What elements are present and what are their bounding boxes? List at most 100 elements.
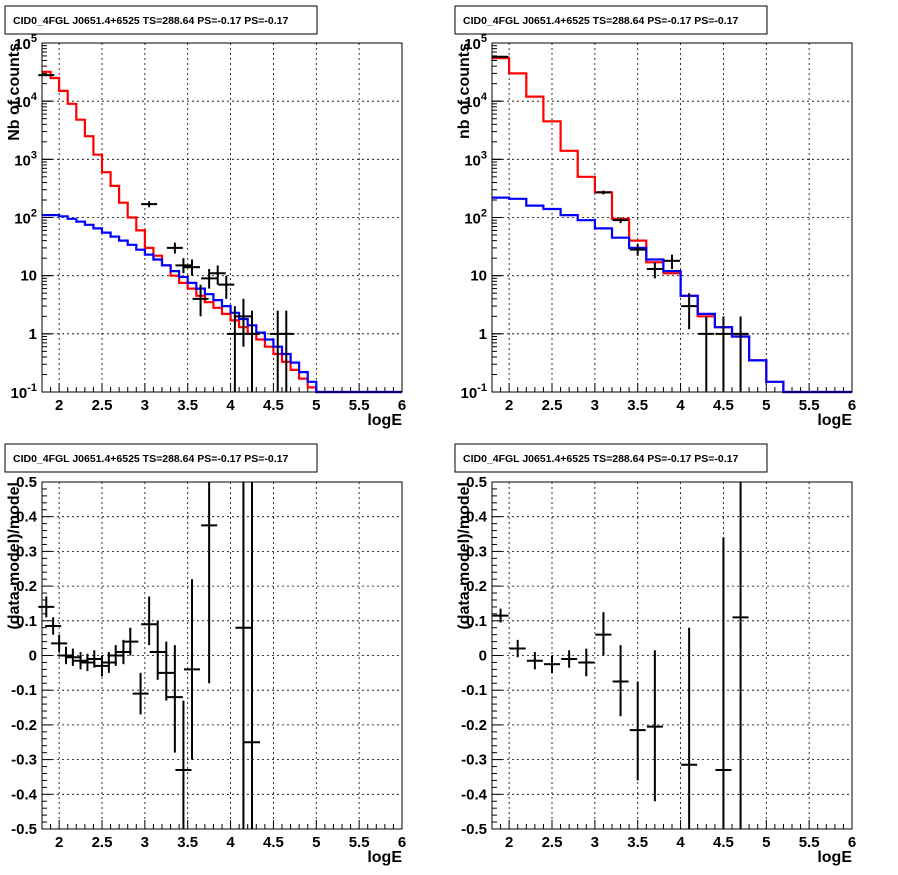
- y-tick-label: 103: [464, 149, 487, 169]
- x-tick-label: 3: [591, 397, 599, 414]
- y-tick-label: -0.4: [461, 786, 488, 803]
- y-tick-label: 104: [14, 91, 38, 111]
- y-tick-label: 0.2: [16, 578, 37, 595]
- x-tick-label: 5.5: [349, 397, 370, 414]
- x-tick-label: 3.5: [627, 397, 648, 414]
- y-tick-label: 0.2: [466, 578, 487, 595]
- y-axis-label: nb of counts: [456, 43, 473, 139]
- chart-panel-4: 2 2.5 3 3.5 4 4.5 5 5.5 6 -0.5 -0.4 -0.3 -0.2 -0.1 0 0.…: [454, 443, 856, 866]
- x-tick-label: 4.5: [713, 397, 734, 414]
- y-tick-label: 10: [470, 268, 487, 285]
- y-tick-label: 1: [479, 326, 487, 343]
- chart-title: CID0_4FGL J0651.4+6525 TS=288.64 PS=-0.1…: [13, 453, 288, 465]
- x-axis-label: logE: [367, 849, 402, 866]
- x-tick-label: 4.5: [263, 397, 284, 414]
- x-tick-label: 4.5: [263, 834, 284, 851]
- chart-panel-3: 2 2.5 3 3.5 4 4.5 5 5.5 6 -0.5 -0.4 -0.3 -0.2 -0.1 0 0.…: [4, 443, 406, 866]
- y-tick-label: 0: [479, 648, 487, 665]
- plot-frame: [41, 481, 403, 830]
- plot-frame: [491, 42, 853, 393]
- model-component-line: [492, 196, 852, 394]
- x-tick-label: 4: [226, 397, 235, 414]
- y-tick-label: 0: [29, 648, 37, 665]
- x-tick-label: 5: [762, 834, 770, 851]
- y-tick-label: 0.1: [466, 613, 487, 630]
- x-tick-label: 3.5: [177, 397, 198, 414]
- y-tick-label: -0.1: [11, 682, 37, 699]
- y-tick-label: 0.3: [466, 543, 487, 560]
- x-tick-label: 3: [141, 834, 149, 851]
- x-tick-label: 5: [312, 834, 320, 851]
- model-component-line: [42, 214, 402, 394]
- y-tick-label: 1: [29, 326, 37, 343]
- model-total-line: [492, 57, 852, 394]
- y-tick-label: 0.1: [16, 613, 37, 630]
- y-axis-label: Nb of counts: [6, 43, 23, 141]
- x-tick-label: 2.5: [542, 397, 563, 414]
- y-axis-label: (data-model)/model: [456, 482, 473, 630]
- y-tick-label: -0.3: [461, 752, 487, 769]
- y-tick-label: 0.4: [466, 509, 488, 526]
- y-tick-label: 0.5: [466, 474, 487, 491]
- y-tick-label: 105: [464, 33, 487, 53]
- chart-title: CID0_4FGL J0651.4+6525 TS=288.64 PS=-0.1…: [463, 453, 738, 465]
- x-axis-label: logE: [817, 412, 852, 429]
- y-tick-label: 0.4: [16, 509, 38, 526]
- x-tick-label: 3: [141, 397, 149, 414]
- x-tick-label: 2.5: [92, 397, 113, 414]
- y-tick-label: 10: [20, 268, 37, 285]
- x-tick-label: 4.5: [713, 834, 734, 851]
- x-tick-label: 5: [312, 397, 320, 414]
- x-tick-label: 4: [676, 834, 685, 851]
- x-tick-label: 5: [762, 397, 770, 414]
- x-tick-label: 6: [398, 397, 406, 414]
- plot-frame: [41, 42, 403, 393]
- plot-frame: [491, 481, 853, 830]
- y-tick-label: 104: [464, 91, 488, 111]
- y-tick-label: -0.5: [11, 821, 37, 838]
- title-box: [454, 5, 768, 35]
- x-tick-label: 2.5: [542, 834, 563, 851]
- chart-title: CID0_4FGL J0651.4+6525 TS=288.64 PS=-0.1…: [463, 15, 738, 27]
- title-box: [4, 5, 318, 35]
- x-tick-label: 6: [398, 834, 406, 851]
- y-tick-label: -0.4: [11, 786, 38, 803]
- x-tick-label: 4: [676, 397, 685, 414]
- y-tick-label: -0.1: [461, 682, 487, 699]
- x-tick-label: 3.5: [177, 834, 198, 851]
- x-tick-label: 2: [505, 397, 513, 414]
- y-tick-label: -0.3: [11, 752, 37, 769]
- title-box: [4, 443, 318, 473]
- y-tick-label: -0.2: [11, 717, 37, 734]
- y-tick-label: 102: [464, 208, 487, 228]
- x-tick-label: 3: [591, 834, 599, 851]
- chart-title: CID0_4FGL J0651.4+6525 TS=288.64 PS=-0.1…: [13, 15, 288, 27]
- x-axis-label: logE: [817, 849, 852, 866]
- y-tick-label: 102: [14, 208, 37, 228]
- x-tick-label: 2.5: [92, 834, 113, 851]
- x-tick-label: 5.5: [349, 834, 370, 851]
- y-tick-label: 0.5: [16, 474, 37, 491]
- y-tick-label: 105: [14, 33, 37, 53]
- y-tick-label: 103: [14, 149, 37, 169]
- x-tick-label: 2: [505, 834, 513, 851]
- chart-panel-1: 2 2.5 3 3.5 4 4.5 5 5.5 6 10-1 1 10 102 103 104 105 logE…: [4, 5, 406, 429]
- y-tick-label: 0.3: [16, 543, 37, 560]
- y-tick-label: -0.5: [461, 821, 487, 838]
- x-tick-label: 4: [226, 834, 235, 851]
- x-tick-label: 5.5: [799, 397, 820, 414]
- x-tick-label: 6: [848, 397, 856, 414]
- x-tick-label: 2: [55, 397, 63, 414]
- x-tick-label: 2: [55, 834, 63, 851]
- y-axis-label: (data-model)/model: [6, 482, 23, 630]
- model-total-line: [42, 70, 402, 394]
- x-tick-label: 6: [848, 834, 856, 851]
- chart-panel-2: 2 2.5 3 3.5 4 4.5 5 5.5 6 10-1 1 10 102 103 104 105 logE…: [454, 5, 856, 429]
- x-tick-label: 3.5: [627, 834, 648, 851]
- y-tick-label: -0.2: [461, 717, 487, 734]
- x-tick-label: 5.5: [799, 834, 820, 851]
- x-axis-label: logE: [367, 412, 402, 429]
- y-tick-label: 10-1: [461, 382, 487, 402]
- y-tick-label: 10-1: [11, 382, 37, 402]
